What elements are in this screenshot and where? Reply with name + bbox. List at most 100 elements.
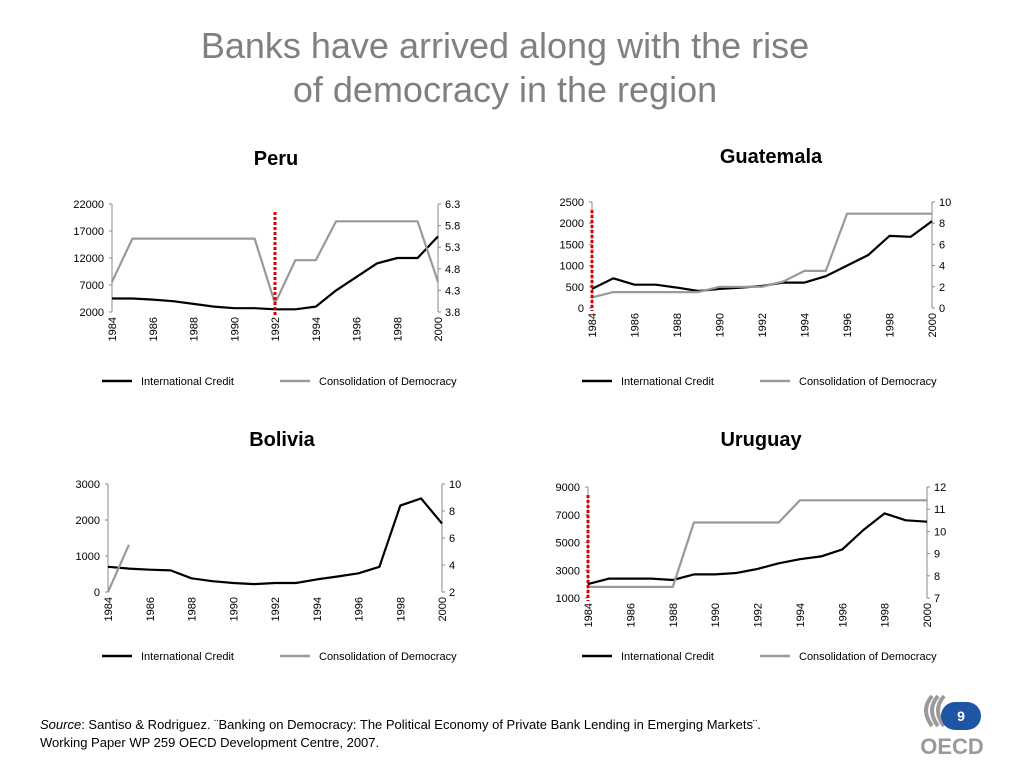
x-tick-label: 1996 <box>842 313 854 337</box>
x-tick-label: 1996 <box>837 603 849 627</box>
x-tick-label: 2000 <box>433 317 445 341</box>
right-tick-label: 4 <box>939 261 945 273</box>
right-tick-label: 11 <box>934 504 945 516</box>
x-tick-label: 1998 <box>392 317 404 341</box>
series-line-consolidation-of-democracy <box>106 544 130 593</box>
right-tick-label: 6 <box>449 533 455 545</box>
x-tick-label: 2000 <box>922 603 934 627</box>
legend-label-international-credit: International Credit <box>141 376 234 388</box>
left-tick-label: 3000 <box>556 565 580 577</box>
right-tick-label: 10 <box>934 526 946 538</box>
right-tick-label: 4.3 <box>445 285 460 297</box>
x-tick-label: 1996 <box>352 317 364 341</box>
right-tick-label: 2 <box>449 587 455 599</box>
series-line-international-credit <box>591 220 933 293</box>
slide-title-line2: of democracy in the region <box>292 69 718 110</box>
right-tick-label: 6.3 <box>445 199 460 211</box>
x-tick-label: 1992 <box>753 603 765 627</box>
x-tick-label: 1990 <box>710 603 722 627</box>
chart-peru: 22000 17000 12000 7000 2000 6.3 5.8 5.3 4.8 4.3 3.… <box>73 199 460 388</box>
right-tick-label: 4 <box>449 560 455 572</box>
series-line-consolidation-of-democracy <box>588 499 927 589</box>
right-tick-label: 5.3 <box>445 242 460 254</box>
left-tick-label: 2000 <box>80 307 104 319</box>
right-tick-label: 8 <box>449 506 455 518</box>
right-tick-label: 4.8 <box>445 264 460 276</box>
x-tick-label: 1990 <box>228 597 240 621</box>
right-tick-label: 10 <box>449 479 461 491</box>
x-tick-label: 2000 <box>927 313 939 337</box>
chart-title-peru: Peru <box>253 148 299 170</box>
x-tick-label: 1994 <box>311 317 323 341</box>
x-tick-label: 1998 <box>880 603 892 627</box>
source-text: : Santiso & Rodriguez. ¨Banking on Democ… <box>81 717 761 732</box>
legend-label-international-credit: International Credit <box>621 651 714 663</box>
chart-bolivia: 3000 2000 1000 0 10 8 6 4 2 1984 1986 1988 1990 1992 1… <box>76 479 462 663</box>
x-tick-label: 1998 <box>885 313 897 337</box>
x-tick-label: 1988 <box>668 603 680 627</box>
left-tick-label: 1000 <box>560 261 584 273</box>
x-tick-label: 1994 <box>800 313 812 337</box>
right-tick-label: 2 <box>939 282 945 294</box>
x-tick-label: 1986 <box>625 603 637 627</box>
left-tick-label: 2000 <box>76 515 100 527</box>
right-tick-label: 7 <box>934 593 940 605</box>
x-tick-label: 1990 <box>715 313 727 337</box>
x-tick-label: 1990 <box>229 317 241 341</box>
chart-legend: International Credit Consolidation of Dem… <box>102 376 457 388</box>
x-tick-label: 1998 <box>395 597 407 621</box>
right-tick-label: 12 <box>934 482 946 494</box>
chart-title-bolivia: Bolivia <box>249 429 315 451</box>
left-tick-label: 0 <box>578 303 584 315</box>
legend-label-consolidation-of-democracy: Consolidation of Democracy <box>799 651 937 663</box>
legend-label-consolidation-of-democracy: Consolidation of Democracy <box>799 376 937 388</box>
left-tick-label: 5000 <box>556 538 580 550</box>
left-tick-label: 1000 <box>76 551 100 563</box>
source-line2: Working Paper WP 259 OECD Development Ce… <box>40 735 380 750</box>
x-tick-label: 1986 <box>630 313 642 337</box>
x-tick-label: 1988 <box>189 317 201 341</box>
chart-uruguay: 9000 7000 5000 3000 1000 12 11 10 9 8 7 1984 1986 198… <box>556 482 947 663</box>
left-tick-label: 7000 <box>556 510 580 522</box>
x-tick-label: 1986 <box>145 597 157 621</box>
page-number-badge: 9 <box>941 702 981 730</box>
right-tick-label: 10 <box>939 197 951 209</box>
x-tick-label: 1992 <box>757 313 769 337</box>
right-tick-label: 6 <box>939 239 945 251</box>
left-tick-label: 9000 <box>556 482 580 494</box>
left-tick-label: 22000 <box>73 199 104 211</box>
chart-title-uruguay: Uruguay <box>720 429 802 451</box>
x-tick-label: 1996 <box>354 597 366 621</box>
left-tick-label: 12000 <box>73 253 104 265</box>
right-tick-label: 0 <box>939 303 945 315</box>
x-tick-label: 1984 <box>583 603 595 627</box>
left-tick-label: 1500 <box>560 239 584 251</box>
chart-legend: International Credit Consolidation of Dem… <box>582 651 937 663</box>
x-tick-label: 1992 <box>270 317 282 341</box>
chart-title-guatemala: Guatemala <box>719 146 823 168</box>
legend-label-consolidation-of-democracy: Consolidation of Democracy <box>319 651 457 663</box>
x-tick-label: 1984 <box>587 313 599 337</box>
series-line-international-credit <box>107 497 443 586</box>
right-tick-label: 5.8 <box>445 221 460 233</box>
left-tick-label: 2000 <box>560 218 584 230</box>
left-tick-label: 2500 <box>560 197 584 209</box>
left-tick-label: 7000 <box>80 280 104 292</box>
series-line-international-credit <box>587 512 928 586</box>
slide-title: Banks have arrived along with the rise o… <box>0 24 1010 112</box>
x-tick-label: 1988 <box>187 597 199 621</box>
chart-legend: International Credit Consolidation of Dem… <box>102 651 457 663</box>
legend-label-international-credit: International Credit <box>621 376 714 388</box>
legend-label-international-credit: International Credit <box>141 651 234 663</box>
x-tick-label: 1986 <box>148 317 160 341</box>
right-tick-label: 9 <box>934 549 940 561</box>
x-tick-label: 2000 <box>437 597 449 621</box>
left-tick-label: 3000 <box>76 479 100 491</box>
series-line-consolidation-of-democracy <box>591 212 932 299</box>
source-label: Source <box>40 717 82 732</box>
x-tick-label: 1994 <box>795 603 807 627</box>
left-tick-label: 500 <box>566 282 584 294</box>
x-tick-label: 1988 <box>672 313 684 337</box>
left-tick-label: 1000 <box>556 593 580 605</box>
